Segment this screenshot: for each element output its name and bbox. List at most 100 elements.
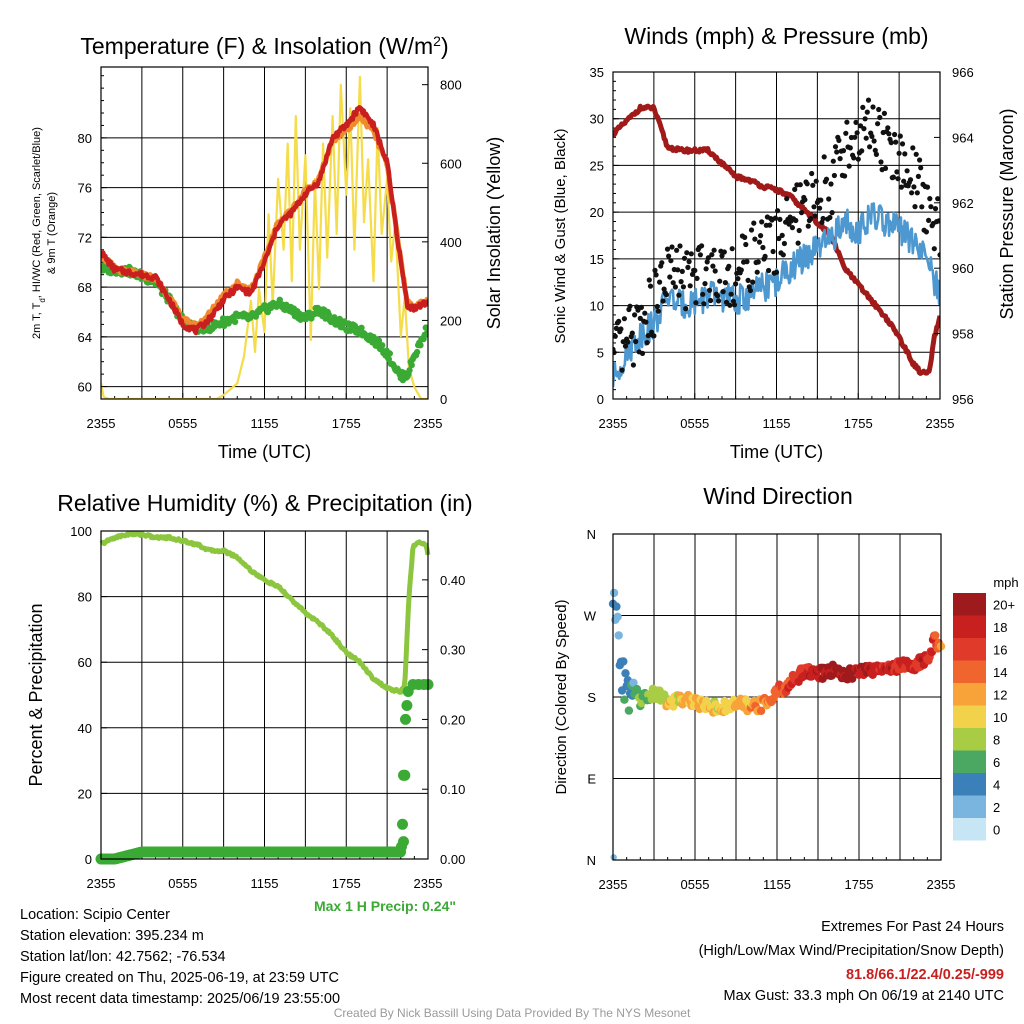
credit-line: Created By Nick Bassill Using Data Provi… [333,1006,691,1020]
temp-ytick-label: 60 [78,380,92,395]
wind-title: Winds (mph) & Pressure (mb) [624,23,928,49]
gust-point [625,339,631,345]
gust-point [668,258,674,264]
gust-point [837,156,843,162]
gust-point [705,255,712,261]
gust-point [890,174,897,180]
rh-ytick-label: 100 [70,524,92,539]
gust-point [613,333,618,339]
dewpoint-point [379,342,386,349]
gust-point [910,145,916,151]
gust-point [684,250,690,256]
precip-point [400,713,411,725]
gust-point [882,165,889,171]
gust-point [688,251,694,257]
rh-ytick-label: 80 [78,590,92,605]
gust-point [756,239,763,245]
gust-point [812,213,818,219]
gust-point [700,291,706,297]
gust-point [755,259,761,265]
rh-y2tick-label: 0.30 [440,643,465,658]
gust-point [870,104,876,110]
dewpoint-point [231,318,239,325]
wdir-xtick-label: 1155 [763,877,791,892]
colorbar-label: 10 [993,710,1007,725]
gust-point [685,264,691,270]
rh-ytick-label: 40 [78,721,92,736]
gust-point [886,131,892,137]
gust-point [818,197,824,203]
gust-point [708,297,714,304]
temp-xtick-label: 0555 [168,416,197,431]
gust-point [716,298,722,304]
gust-point [727,302,733,308]
gust-point [823,176,830,182]
gust-point [854,130,860,136]
colorbar-label: 20+ [993,597,1015,612]
series-relative-humidity [99,530,431,695]
gust-point [901,178,907,184]
gust-point [711,247,717,253]
gust-point [747,287,754,294]
wdir-xtick-label: 1755 [845,877,874,892]
rh-y2tick-label: 0.40 [440,573,465,588]
gust-point [781,240,788,247]
rh-xtick-label: 2355 [87,876,116,891]
gust-point [832,144,839,150]
gust-point [717,278,723,284]
gust-point [798,210,805,216]
gust-point [808,216,814,222]
gust-point [861,126,867,132]
gust-point [902,151,908,157]
gust-point [830,158,836,164]
direction-point [629,678,638,687]
colorbar-swatch [953,615,986,638]
gust-point [694,275,700,281]
gust-point [706,287,713,293]
gust-point [796,227,802,234]
dewpoint-point [325,311,332,318]
gust-point [821,154,827,160]
temp-ytick-label: 80 [78,131,92,146]
series-station-pressure [613,103,940,376]
wind-ytick-label: 25 [590,158,604,173]
gust-point [885,125,891,131]
colorbar-label: 6 [993,755,1000,770]
gust-point [629,330,635,336]
wind-border [612,71,941,400]
gust-point [899,141,906,147]
rh-xtick-label: 2355 [414,876,443,891]
gust-point [898,184,905,190]
gust-point [616,318,622,324]
gust-point [686,259,692,265]
gust-point [709,252,715,258]
colorbar-label: 18 [993,620,1007,635]
precip-point [398,836,409,848]
gust-point [834,149,840,155]
wind-ytick-label: 0 [597,392,604,407]
gust-point [681,255,688,261]
station-latlon: Station lat/lon: 42.7562; -76.534 [20,949,226,965]
wdir-ylabel: Direction (Colored By Speed) [553,599,570,794]
station-info: Location: Scipio Center Station elevatio… [20,905,340,1010]
gust-point [653,272,659,278]
temp-xlabel: Time (UTC) [218,442,311,462]
direction-point [613,612,622,621]
gust-point [811,204,817,210]
gust-point [892,131,898,138]
colorbar-swatch [953,638,986,661]
temp-border [100,66,429,400]
dewpoint-point [358,324,365,331]
gust-point [917,157,923,163]
gust-point [842,173,848,179]
gust-point [860,104,866,110]
extremes-subtitle: (High/Low/Max Wind/Precipitation/Snow De… [698,943,1004,959]
temp-ytick-label: 72 [78,230,92,245]
gust-point [877,114,883,121]
gust-point [878,159,884,165]
station-location: Location: Scipio Center [20,907,170,923]
temp-xtick-label: 2355 [414,416,443,431]
gust-point [759,219,765,225]
gust-point [777,216,783,222]
wind-y2label: Station Pressure (Maroon) [997,108,1017,319]
